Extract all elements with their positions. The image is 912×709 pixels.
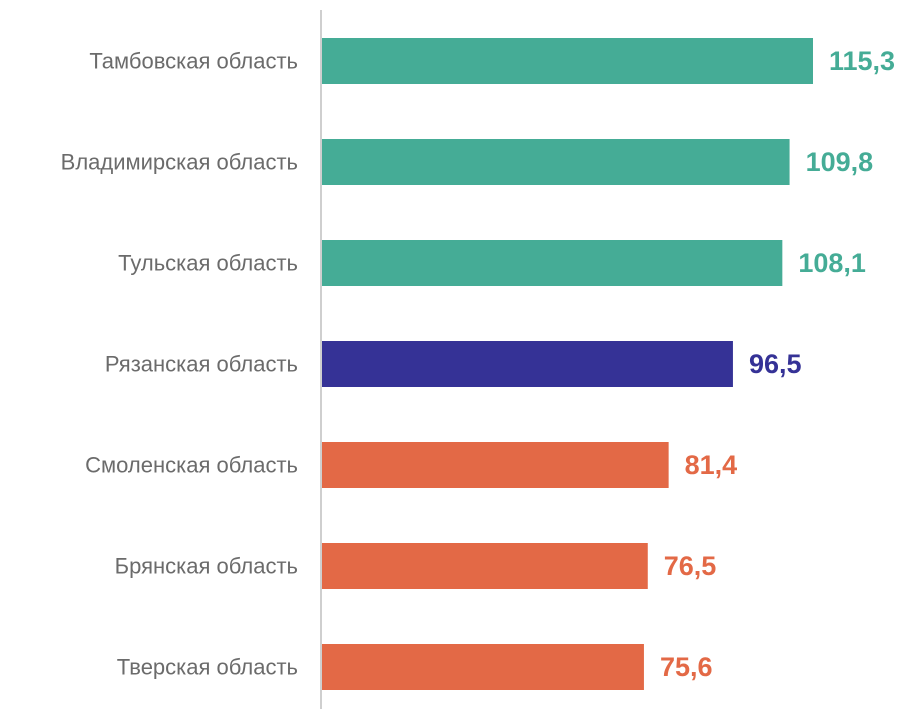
category-label: Тверская область: [117, 655, 298, 680]
bar: [322, 644, 644, 690]
category-label: Тульская область: [118, 251, 298, 276]
value-label: 96,5: [749, 349, 802, 379]
value-label: 81,4: [685, 450, 738, 480]
value-label: 76,5: [664, 551, 717, 581]
bar: [322, 442, 669, 488]
value-label: 108,1: [798, 248, 866, 278]
value-label: 109,8: [806, 147, 874, 177]
bar: [322, 240, 783, 286]
category-label: Смоленская область: [85, 453, 298, 478]
bar: [322, 38, 813, 84]
category-label: Брянская область: [115, 554, 298, 579]
bar: [322, 139, 790, 185]
category-label: Рязанская область: [105, 352, 298, 377]
category-label: Тамбовская область: [89, 49, 298, 74]
value-label: 115,3: [829, 46, 895, 76]
bar: [322, 543, 648, 589]
value-label: 75,6: [660, 652, 713, 682]
bar: [322, 341, 733, 387]
category-label: Владимирская область: [61, 150, 298, 175]
